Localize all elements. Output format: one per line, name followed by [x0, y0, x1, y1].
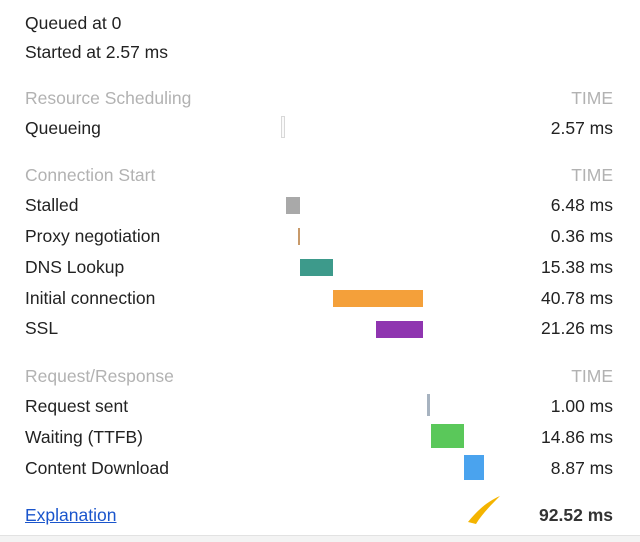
time-header-connection: TIME — [571, 165, 613, 185]
explanation-link[interactable]: Explanation — [25, 505, 117, 525]
row-content-download-label: Content Download — [25, 458, 169, 478]
section-connection-start: Connection Start — [25, 165, 156, 185]
row-ssl-label: SSL — [25, 318, 59, 338]
row-dns-label: DNS Lookup — [25, 257, 125, 277]
row-stalled-label: Stalled — [25, 195, 79, 215]
queued-at-text: Queued at 0 — [25, 13, 122, 33]
total-time-value: 92.52 ms — [539, 505, 613, 525]
ssl-bar — [376, 321, 423, 338]
row-dns-value: 15.38 ms — [541, 257, 613, 277]
row-queueing-label: Queueing — [25, 118, 101, 138]
row-queueing-value: 2.57 ms — [550, 118, 613, 138]
content-download-bar — [464, 455, 484, 480]
request-sent-bar — [427, 394, 430, 416]
row-stalled-value: 6.48 ms — [550, 195, 613, 215]
row-request-sent-value: 1.00 ms — [550, 396, 613, 416]
row-waiting-value: 14.86 ms — [541, 427, 613, 447]
row-initial-connection-value: 40.78 ms — [541, 288, 613, 308]
queueing-bar — [281, 116, 285, 138]
waiting-bar — [431, 424, 464, 448]
section-request-response: Request/Response — [25, 366, 174, 386]
time-header-request: TIME — [571, 366, 613, 386]
time-header-scheduling: TIME — [571, 88, 613, 108]
row-initial-connection-label: Initial connection — [25, 288, 156, 308]
row-content-download-value: 8.87 ms — [550, 458, 613, 478]
row-proxy-label: Proxy negotiation — [25, 226, 161, 246]
row-ssl-value: 21.26 ms — [541, 318, 613, 338]
bottom-divider — [0, 535, 640, 542]
started-at-text: Started at 2.57 ms — [25, 42, 168, 62]
row-waiting-label: Waiting (TTFB) — [25, 427, 143, 447]
proxy-bar — [298, 228, 300, 245]
initial-connection-bar — [333, 290, 423, 307]
row-proxy-value: 0.36 ms — [550, 226, 613, 246]
section-resource-scheduling: Resource Scheduling — [25, 88, 192, 108]
row-request-sent-label: Request sent — [25, 396, 129, 416]
loading-spinner-icon — [468, 496, 500, 524]
stalled-bar — [286, 197, 300, 214]
dns-bar — [300, 259, 333, 276]
